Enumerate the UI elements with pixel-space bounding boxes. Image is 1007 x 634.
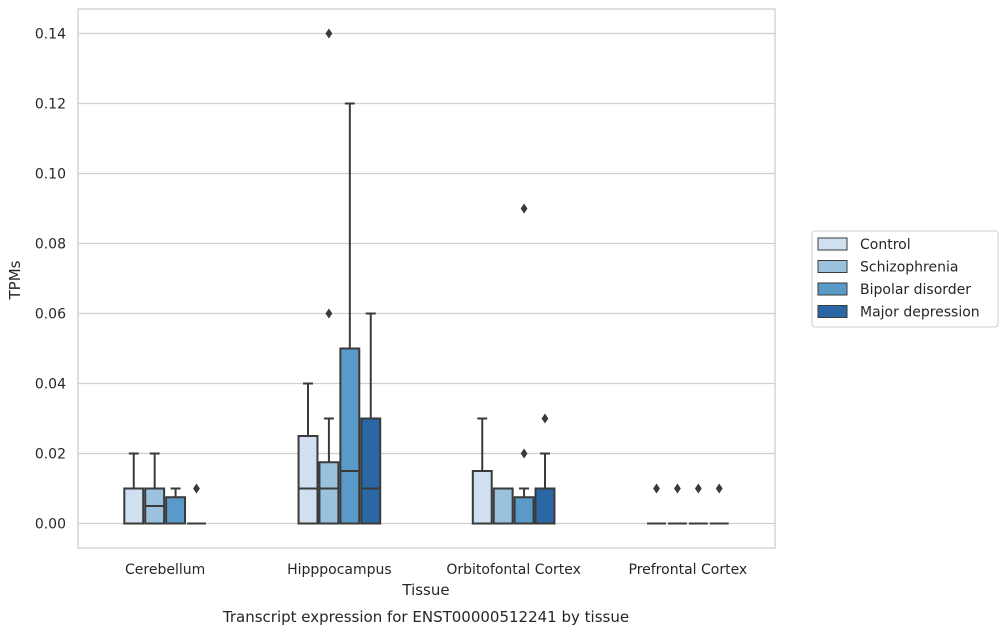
box-body (492, 487, 514, 525)
outlier-point (541, 413, 549, 424)
box-3-2 (534, 413, 556, 525)
boxes (123, 28, 729, 525)
y-tick-label: 0.06 (35, 307, 66, 323)
legend-item: Control (817, 237, 911, 253)
box-body (318, 461, 340, 525)
legend-swatch (817, 282, 848, 296)
outlier-point (520, 448, 528, 459)
outlier-point (653, 483, 660, 494)
y-tick-label: 0.02 (35, 447, 66, 463)
y-tick-labels: 0.00 0.02 0.04 0.06 0.08 0.10 0.12 0.14 (35, 27, 66, 533)
box-3-3 (709, 483, 729, 525)
box-body (123, 487, 145, 525)
y-tick-label: 0.14 (35, 27, 66, 43)
legend-item: Bipolar disorder (817, 282, 971, 298)
box-0-2 (471, 417, 493, 525)
y-axis-label: TPMs (6, 260, 24, 300)
y-tick-label: 0.08 (35, 237, 66, 253)
box-body (339, 347, 361, 525)
box-0-3 (647, 483, 666, 525)
outlier-point (694, 483, 702, 494)
box-2-2 (513, 203, 535, 525)
outlier-point (193, 483, 200, 494)
outlier-point (674, 483, 681, 494)
x-tick-labels: Cerebellum Hipppocampus Orbitofontal Corte… (125, 562, 747, 578)
box-body (513, 496, 535, 525)
y-tick-label: 0.04 (35, 377, 66, 393)
legend-frame (811, 230, 999, 328)
x-tick-label: Cerebellum (125, 562, 205, 578)
outlier-point (520, 203, 528, 214)
box-0-1 (297, 382, 319, 525)
legend-swatch (817, 260, 848, 273)
plot-frame (77, 8, 776, 549)
box-body (471, 470, 493, 525)
legend-swatch (817, 237, 848, 251)
x-tick-label: Hipppocampus (287, 562, 392, 578)
box-0-0 (123, 452, 145, 525)
box-3-0 (187, 483, 206, 525)
legend-label: Schizophrenia (860, 260, 958, 276)
box-body (360, 417, 382, 525)
legend-item: Schizophrenia (817, 260, 958, 276)
box-2-0 (165, 487, 187, 525)
box-body (534, 487, 556, 525)
box-3-1 (360, 312, 382, 525)
outlier-point (325, 308, 333, 319)
gridlines (78, 32, 775, 525)
box-2-1 (339, 102, 361, 525)
outlier-point (715, 483, 723, 494)
legend: Control Schizophrenia Bipolar disorder Majo… (811, 230, 999, 328)
box-1-3 (667, 483, 687, 525)
legend-swatch (817, 305, 848, 318)
box-body (297, 435, 319, 525)
chart-caption: Transcript expression for ENST0000051224… (222, 608, 629, 626)
box-1-0 (144, 452, 166, 525)
x-tick-label: Prefrontal Cortex (629, 562, 748, 578)
legend-label: Bipolar disorder (860, 282, 971, 298)
x-axis-label: Tissue (401, 581, 449, 599)
x-tick-label: Orbitofontal Cortex (446, 562, 581, 578)
box-body (165, 496, 187, 525)
box-1-2 (492, 487, 514, 525)
y-tick-label: 0.12 (35, 97, 66, 113)
legend-label: Control (860, 237, 911, 253)
legend-label: Major depression (860, 305, 980, 321)
outlier-point (325, 28, 333, 39)
box-2-3 (688, 483, 708, 525)
y-tick-label: 0.00 (35, 517, 66, 533)
box-1-1 (318, 28, 340, 525)
legend-item: Major depression (817, 305, 980, 321)
y-tick-label: 0.10 (35, 167, 66, 183)
